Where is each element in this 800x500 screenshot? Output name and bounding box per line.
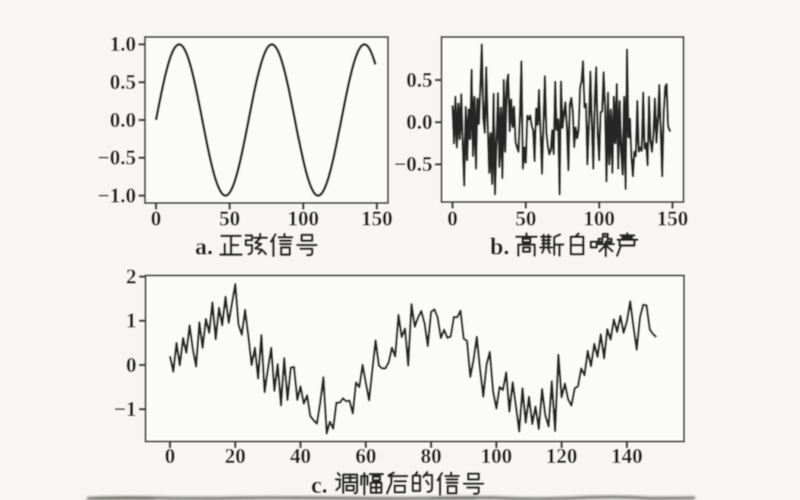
svg-text:100: 100 [481,444,513,468]
svg-text:20: 20 [225,444,246,468]
svg-text:2: 2 [126,264,137,288]
svg-text:150: 150 [657,207,689,231]
svg-text:0: 0 [447,207,458,231]
svg-text:1: 1 [126,309,137,333]
svg-text:140: 140 [611,444,643,468]
svg-text:50: 50 [515,207,536,231]
svg-text:−1.0: −1.0 [98,183,136,207]
svg-text:0: 0 [151,207,162,231]
svg-text:50: 50 [219,207,240,231]
svg-text:0.0: 0.0 [406,110,432,134]
svg-text:−1: −1 [114,397,136,421]
svg-text:100: 100 [583,207,615,231]
svg-text:0.5: 0.5 [406,68,432,92]
svg-text:40: 40 [290,444,311,468]
svg-text:120: 120 [546,444,578,468]
svg-text:b.: b. [490,235,509,261]
svg-text:80: 80 [421,444,442,468]
svg-text:0.5: 0.5 [110,70,136,94]
svg-text:c.: c. [311,473,328,499]
svg-text:1.0: 1.0 [110,32,136,56]
svg-text:0: 0 [165,444,176,468]
svg-text:a.: a. [195,235,213,261]
svg-text:60: 60 [355,444,376,468]
svg-text:150: 150 [361,207,393,231]
svg-text:−0.5: −0.5 [98,146,136,170]
svg-text:−0.5: −0.5 [394,152,432,176]
svg-text:0.0: 0.0 [110,108,136,132]
svg-text:0: 0 [126,353,137,377]
svg-text:100: 100 [288,207,320,231]
